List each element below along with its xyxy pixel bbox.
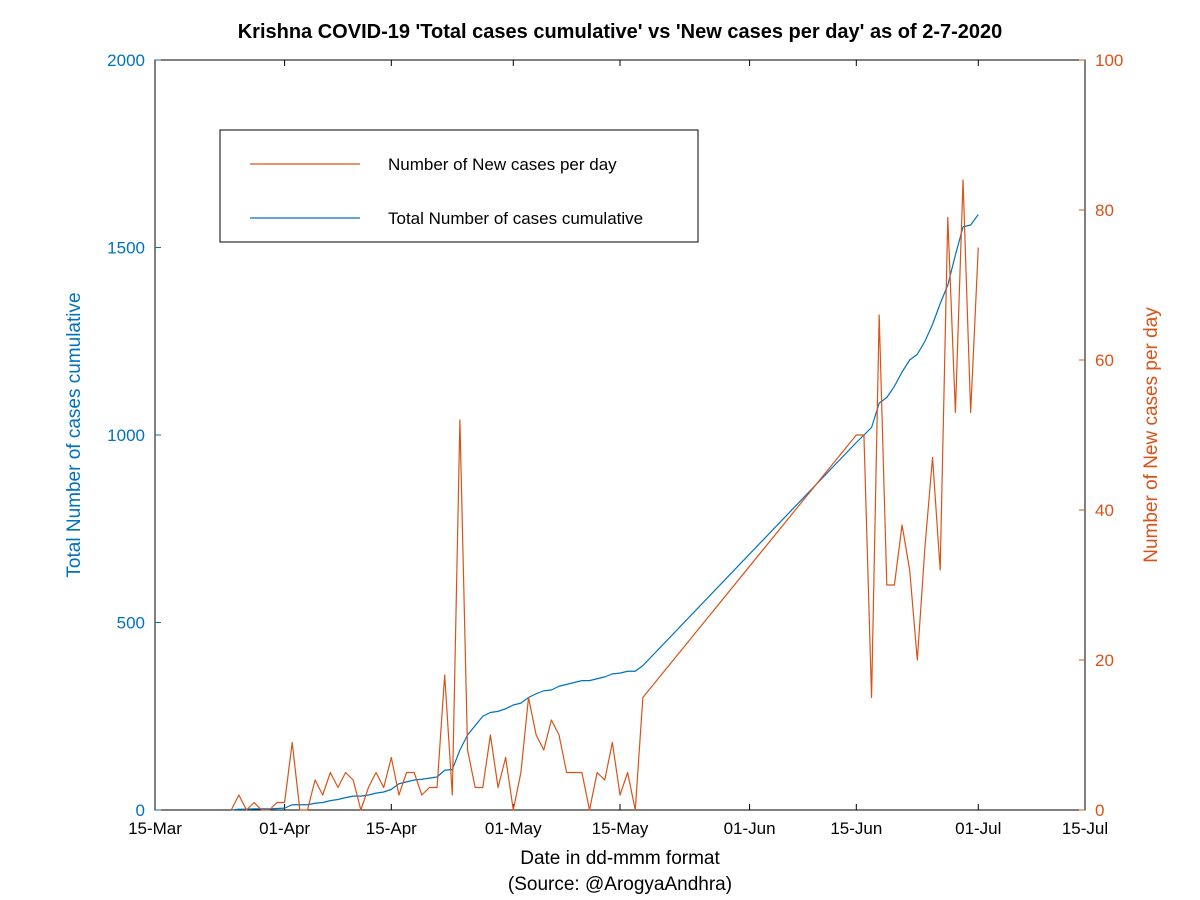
x-tick-label: 15-Jul bbox=[1062, 819, 1108, 838]
x-tick-label: 15-Jun bbox=[830, 819, 882, 838]
y-left-label: Total Number of cases cumulative bbox=[64, 292, 85, 577]
x-tick-label: 01-May bbox=[485, 819, 542, 838]
x-tick-label: 01-Jul bbox=[955, 819, 1001, 838]
legend-label: Total Number of cases cumulative bbox=[388, 209, 643, 228]
y-right-tick-label: 20 bbox=[1095, 651, 1114, 670]
chart-svg: Krishna COVID-19 'Total cases cumulative… bbox=[0, 0, 1200, 900]
x-tick-label: 15-Mar bbox=[128, 819, 182, 838]
y-left-tick-label: 2000 bbox=[107, 51, 145, 70]
y-left-tick-label: 1000 bbox=[107, 426, 145, 445]
y-right-tick-label: 80 bbox=[1095, 201, 1114, 220]
x-tick-label: 01-Apr bbox=[259, 819, 310, 838]
y-left-tick-label: 500 bbox=[117, 614, 145, 633]
y-left-tick-label: 0 bbox=[136, 801, 145, 820]
x-tick-label: 15-May bbox=[592, 819, 649, 838]
y-right-tick-label: 0 bbox=[1095, 801, 1104, 820]
chart-title: Krishna COVID-19 'Total cases cumulative… bbox=[238, 21, 1003, 43]
y-right-tick-label: 40 bbox=[1095, 501, 1114, 520]
x-axis-sublabel: (Source: @ArogyaAndhra) bbox=[508, 874, 732, 895]
x-axis-label: Date in dd-mmm format bbox=[520, 848, 720, 869]
y-left-tick-label: 1500 bbox=[107, 239, 145, 258]
x-tick-label: 01-Jun bbox=[724, 819, 776, 838]
chart-container: Krishna COVID-19 'Total cases cumulative… bbox=[0, 0, 1200, 900]
y-right-tick-label: 100 bbox=[1095, 51, 1123, 70]
y-right-label: Number of New cases per day bbox=[1141, 307, 1162, 563]
legend-label: Number of New cases per day bbox=[388, 155, 617, 174]
x-tick-label: 15-Apr bbox=[366, 819, 417, 838]
y-right-tick-label: 60 bbox=[1095, 351, 1114, 370]
